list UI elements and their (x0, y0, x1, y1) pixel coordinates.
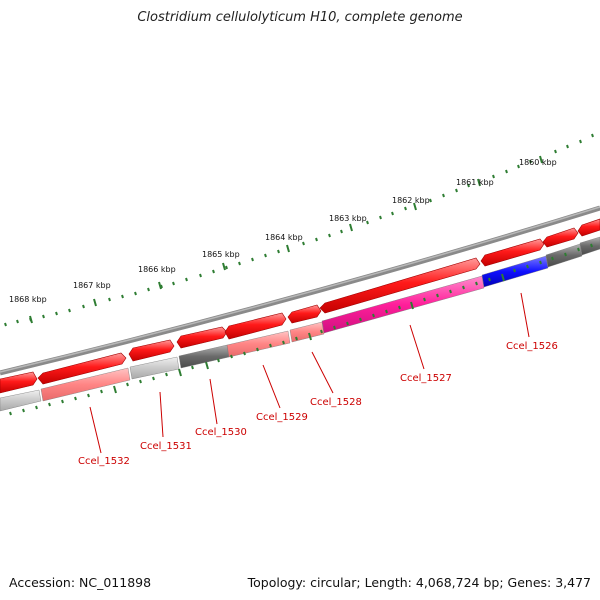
gene-arrow (542, 227, 579, 248)
reverse-strand-genes (0, 236, 600, 412)
scale-label-1863: 1863 kbp (329, 214, 367, 223)
gene-arrow (128, 339, 175, 362)
scale-label-1861: 1861 kbp (456, 178, 494, 187)
scale-label-1865: 1865 kbp (202, 250, 240, 259)
gene-block (226, 330, 291, 358)
gene-block (178, 344, 230, 369)
label-leader-lines (89, 292, 530, 454)
gene-label-ccel-1530[interactable]: Ccel_1530 (195, 427, 247, 438)
gene-arrow (176, 326, 228, 349)
gene-arrow (480, 238, 545, 267)
gene-arrow (37, 352, 127, 385)
gene-block (0, 389, 42, 412)
scale-label-1867: 1867 kbp (73, 281, 111, 290)
gene-arrow (224, 312, 287, 340)
scale-label-1864: 1864 kbp (265, 233, 303, 242)
gene-block (579, 236, 600, 256)
gene-arrow (287, 304, 322, 324)
gene-block (545, 243, 583, 268)
accession-text: Accession: NC_011898 (9, 575, 152, 590)
gene-block (40, 367, 131, 402)
gene-arrow (319, 257, 481, 314)
scale-label-1868: 1868 kbp (9, 295, 47, 304)
scale-label-1866: 1866 kbp (138, 265, 176, 274)
outer-scale-dots (4, 133, 594, 327)
gene-label-ccel-1531[interactable]: Ccel_1531 (140, 441, 192, 452)
genome-backbone (0, 205, 600, 376)
scale-label-1860: 1860 kbp (519, 158, 557, 167)
genome-stats-text: Topology: circular; Length: 4,068,724 bp… (247, 575, 591, 590)
inner-scale-dots (9, 243, 593, 416)
gene-label-ccel-1528[interactable]: Ccel_1528 (310, 397, 362, 408)
gene-label-ccel-1529[interactable]: Ccel_1529 (256, 412, 308, 423)
gene-block (129, 356, 180, 380)
map-title: Clostridium cellulolyticum H10, complete… (137, 10, 463, 25)
gene-label-ccel-1527[interactable]: Ccel_1527 (400, 373, 452, 384)
gene-label-ccel-1526[interactable]: Ccel_1526 (506, 341, 558, 352)
gene-block (321, 275, 485, 334)
scale-label-1862: 1862 kbp (392, 196, 430, 205)
gene-arrow (0, 371, 38, 394)
gene-label-ccel-1532[interactable]: Ccel_1532 (78, 456, 130, 467)
gene-block (289, 321, 325, 343)
gene-arrow (577, 218, 600, 237)
forward-strand-genes (0, 218, 600, 394)
